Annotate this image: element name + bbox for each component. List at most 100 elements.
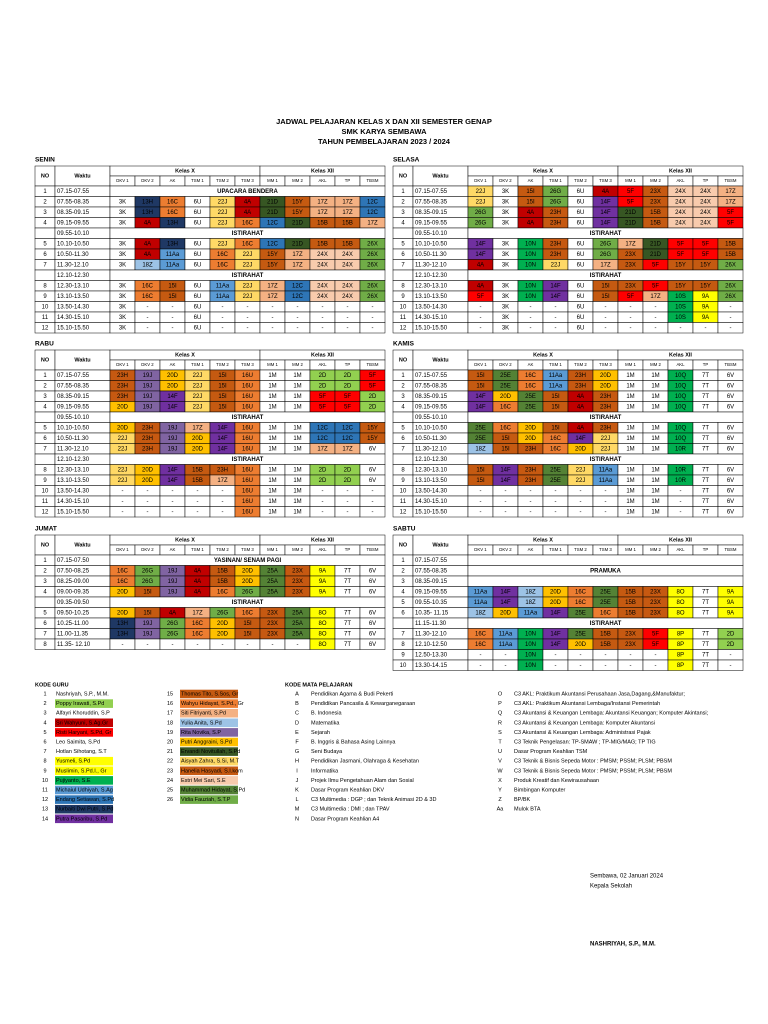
class-code: 19J	[168, 446, 178, 452]
row-no: 4	[43, 589, 47, 595]
class-name: TSM 1	[191, 362, 204, 367]
class-code: 1M	[268, 436, 276, 442]
class-code: 5F	[652, 262, 659, 268]
class-code: 25A	[267, 568, 278, 574]
row-no: 12	[400, 325, 407, 331]
subject-name: Dasar Program Keahlian TSM	[514, 749, 588, 755]
class-code: 15B	[625, 610, 636, 616]
row-note: ISTIRAHAT	[232, 273, 264, 279]
class-code: 25E	[575, 610, 586, 616]
class-code: 23H	[600, 425, 611, 431]
row-no: 9	[401, 294, 405, 300]
class-code: 7T	[702, 436, 709, 442]
span-cell	[467, 575, 744, 587]
class-code: 26X	[367, 262, 378, 268]
no-cell	[392, 617, 414, 629]
class-code: 16C	[142, 294, 154, 300]
class-code: -	[272, 304, 274, 310]
row-time: 13.10-13.50	[57, 478, 90, 484]
class-code: 6U	[194, 315, 202, 321]
class-code: 1M	[626, 404, 634, 410]
class-code: 9A	[702, 294, 709, 300]
class-name: TSM 3	[599, 362, 612, 367]
teacher-no: 17	[167, 711, 173, 717]
class-code: 26G	[142, 568, 154, 574]
class-code: 3K	[119, 315, 126, 321]
teacher-no: 8	[43, 759, 46, 765]
row-time: 10.10-10.50	[415, 241, 448, 247]
class-code: -	[122, 642, 124, 648]
subject-name: C3 Teknik & Bisnis Sepeda Motor : PMSM; …	[514, 759, 672, 765]
class-code: 15I	[526, 189, 535, 195]
class-name: TSM 2	[574, 362, 587, 367]
class-code: 24X	[317, 252, 328, 258]
row-time: 12.10-12.30	[57, 273, 90, 279]
row-time: 12.10-12.30	[415, 457, 448, 463]
class-code: 2D	[727, 631, 735, 637]
class-cell	[717, 322, 744, 334]
class-code: -	[197, 509, 199, 515]
class-code: -	[272, 325, 274, 331]
class-code: 16C	[242, 220, 254, 226]
class-code: 1M	[651, 509, 659, 515]
class-code: 15I	[551, 425, 560, 431]
class-code: 24X	[317, 262, 328, 268]
row-no: 9	[401, 478, 405, 484]
class-code: 16C	[550, 446, 562, 452]
teacher-name: Vidia Fauziah, S.T.P	[181, 797, 231, 803]
row-no: 12	[400, 509, 407, 515]
class-code: 25E	[500, 383, 511, 389]
class-code: -	[247, 315, 249, 321]
class-code: 6U	[577, 241, 585, 247]
teacher-color	[180, 699, 238, 708]
class-name: TSM 2	[216, 178, 229, 183]
class-code: -	[605, 663, 607, 669]
class-code: 14F	[600, 199, 611, 205]
class-code: 1M	[293, 467, 301, 473]
class-code: -	[505, 488, 507, 494]
class-code: 23X	[625, 631, 636, 637]
class-name: AK	[528, 547, 534, 552]
class-code: 8P	[677, 652, 684, 658]
subject-code: V	[498, 759, 502, 765]
class-code: 26X	[725, 262, 736, 268]
class-code: 5F	[727, 220, 734, 226]
row-no: 6	[401, 436, 405, 442]
row-no: 3	[401, 210, 405, 216]
row-time: 11.30-12.10	[57, 446, 89, 452]
class-code: 23H	[550, 252, 561, 258]
class-code: -	[147, 304, 149, 310]
class-code: 1M	[268, 394, 276, 400]
class-code: 8O	[676, 600, 684, 606]
teacher-name: Muhammad Hidayat, S.Pd	[181, 787, 245, 793]
class-code: -	[605, 488, 607, 494]
class-code: -	[322, 325, 324, 331]
class-code: 10S	[675, 294, 686, 300]
class-code: 20D	[575, 446, 587, 452]
class-code: 3K	[502, 315, 509, 321]
column-time: Waktu	[432, 357, 448, 363]
class-code: 13H	[167, 220, 178, 226]
row-time: 09.15-09.55	[57, 404, 90, 410]
class-code: 20D	[192, 436, 204, 442]
class-code: 23H	[142, 436, 153, 442]
class-code: 4A	[602, 189, 609, 195]
class-code: 16C	[575, 589, 587, 595]
teacher-no: 21	[167, 749, 173, 755]
row-no: 7	[43, 262, 47, 268]
class-code: -	[122, 499, 124, 505]
class-code: 22J	[243, 294, 253, 300]
row-no: 1	[401, 373, 405, 379]
class-code: -	[480, 325, 482, 331]
class-code: 21D	[292, 241, 304, 247]
teacher-name: Leo Saimita, S.Pd	[56, 739, 100, 745]
class-code: 23X	[625, 262, 636, 268]
class-code: -	[147, 642, 149, 648]
class-code: 20D	[575, 642, 587, 648]
class-code: 19J	[143, 621, 153, 627]
legend-title: KODE GURU	[35, 682, 69, 688]
row-time: 09.55-10.10	[415, 415, 448, 421]
class-name: DKV 1	[474, 547, 487, 552]
class-code: 25E	[575, 631, 586, 637]
class-code: 14F	[475, 252, 486, 258]
